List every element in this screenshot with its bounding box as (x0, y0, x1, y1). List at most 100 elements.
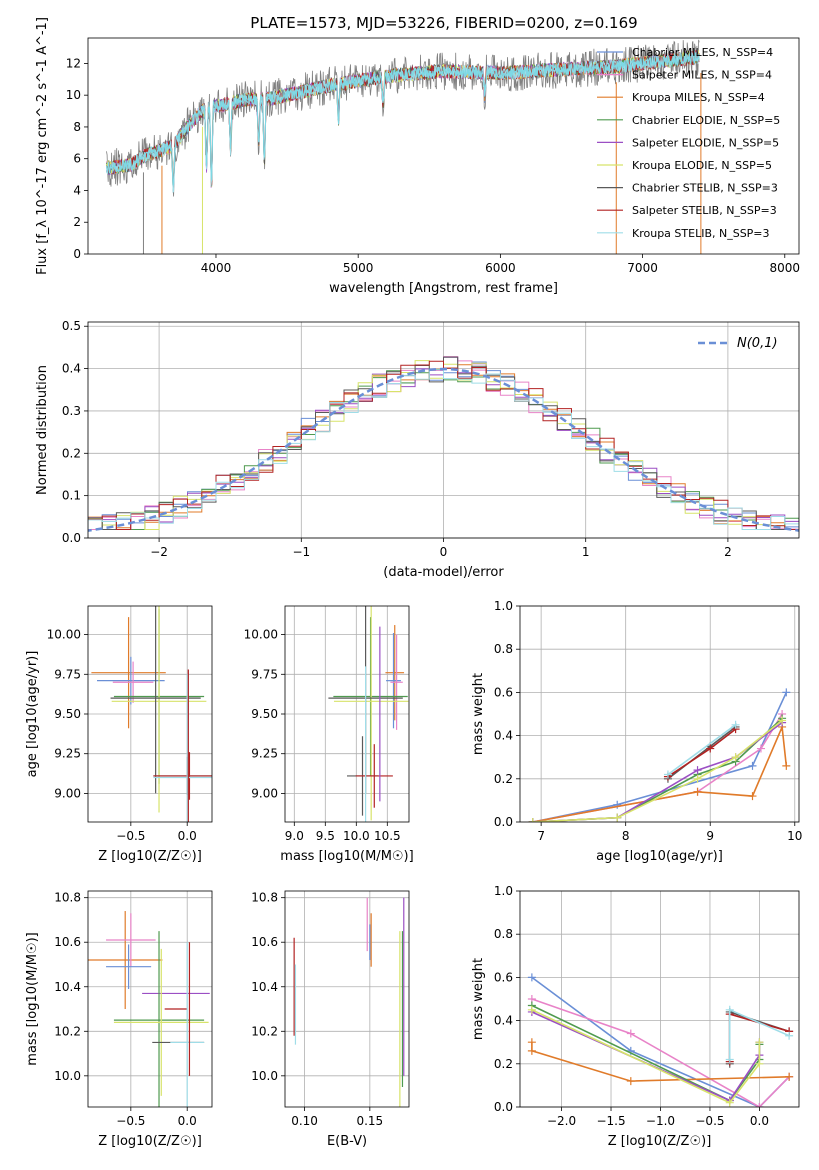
legend-entry: Kroupa MILES, N_SSP=4 (632, 91, 765, 104)
x-axis-label: mass [log10(M/M☉)] (280, 849, 413, 864)
panel-spectrum: 4000 5000 6000 7000 8000 0 2 4 6 8 10 12 wavelength … (35, 17, 800, 296)
y-tick-label: 9.75 (54, 667, 81, 681)
panel-weight_vs_age: 7 8 9 10 0.0 0.2 0.4 0.6 0.8 1.0 age [log10(age/yr… (471, 599, 802, 864)
y-tick-label: 1.0 (494, 884, 513, 898)
y-axis-label: age [log10(age/yr)] (25, 651, 40, 778)
weight-point-blue (613, 800, 622, 809)
y-tick-label: 10.2 (251, 1024, 278, 1038)
y-tick-label: 0.0 (494, 1100, 513, 1114)
x-tick-label: 9.0 (285, 829, 304, 843)
axes-frame (87, 321, 800, 539)
x-tick-label: 9 (706, 829, 714, 843)
x-tick-label: 1 (582, 545, 590, 559)
x-axis-label: age [log10(age/yr)] (596, 849, 723, 864)
weight-point-blue (782, 688, 791, 697)
y-tick-label: 10.4 (54, 980, 81, 994)
y-tick-label: 9.25 (251, 747, 278, 761)
y-tick-label: 9.25 (54, 747, 81, 761)
y-tick-label: 10.6 (54, 935, 81, 949)
weight-point-blue (527, 973, 536, 982)
panel-mass_vs_Z: −0.5 0.0 10.0 10.2 10.4 10.6 10.8 Z [log10(Z/Z☉… (25, 890, 213, 1149)
y-tick-label: 10.0 (54, 1069, 81, 1083)
panel-age_vs_Z: −0.5 0.0 9.00 9.25 9.50 9.75 10.00 Z [log10(Z/Z… (25, 605, 213, 864)
axes-frame (284, 605, 410, 823)
weight-point-orange (693, 787, 702, 796)
figure-title: PLATE=1573, MJD=53226, FIBERID=0200, z=0… (250, 14, 637, 32)
y-tick-label: 0.2 (494, 772, 513, 786)
y-tick-label: 0.3 (62, 404, 81, 418)
weight-series-green (531, 1004, 761, 1102)
x-tick-label: 10.5 (374, 829, 401, 843)
x-tick-label: −1 (292, 545, 310, 559)
axes-frame (519, 890, 800, 1108)
weight-series-pink (531, 998, 790, 1107)
weight-point-orange (527, 1038, 536, 1047)
axes-frame (519, 605, 800, 823)
weight-point-blue (748, 761, 757, 770)
weight-point-lightcyan (725, 1055, 734, 1064)
x-axis-label: wavelength [Angstrom, rest frame] (329, 281, 558, 296)
normal-curve (88, 367, 799, 532)
y-axis-label: mass weight (471, 673, 486, 755)
plot-area-mass_vs_EBV (293, 897, 405, 1107)
x-tick-label: −2.0 (547, 1114, 576, 1128)
panel-mass_vs_EBV: 0.10 0.15 10.0 10.2 10.4 10.6 10.8 E(B-V) (251, 890, 410, 1149)
y-tick-label: 0.1 (62, 489, 81, 503)
plot-area-mass_vs_Z (88, 911, 210, 1107)
plot-area-weight_vs_Z (527, 973, 794, 1107)
weight-point-lightcyan (785, 1031, 794, 1040)
x-tick-label: 7 (537, 829, 545, 843)
weight-point-pink (626, 1029, 635, 1038)
y-tick-label: 10.00 (244, 628, 278, 642)
y-tick-label: 10.4 (251, 980, 278, 994)
y-tick-label: 10.2 (54, 1024, 81, 1038)
weight-point-red (706, 744, 715, 753)
weight-point-yellow (527, 1005, 536, 1014)
x-axis-label: Z [log10(Z/Z☉)] (98, 1134, 202, 1149)
legend-entry: Chabrier MILES, N_SSP=4 (632, 46, 773, 59)
x-tick-label: −1.5 (596, 1114, 625, 1128)
plot-area-weight_vs_age (528, 688, 791, 822)
x-axis-label: E(B-V) (327, 1134, 367, 1149)
weight-series-green (532, 717, 783, 822)
weight-point-lightcyan (725, 1005, 734, 1014)
x-tick-label: 10 (787, 829, 802, 843)
y-axis-label: Normed distribution (35, 365, 50, 495)
panel-age_vs_mass: 9.0 9.5 10.0 10.5 9.00 9.25 9.50 9.75 10.00 mass … (244, 605, 414, 864)
weight-series-lightcyan (667, 724, 737, 776)
weight-series-darkgrey (667, 726, 737, 780)
legend-entry: Kroupa ELODIE, N_SSP=5 (632, 159, 772, 172)
axes-frame (87, 890, 213, 1108)
y-tick-label: 6 (73, 152, 81, 166)
weight-point-lightcyan (663, 770, 672, 779)
y-tick-label: 10.8 (251, 891, 278, 905)
weight-point-yellow (755, 1038, 764, 1047)
x-axis-label: (data-model)/error (383, 565, 504, 580)
weight-point-pink (756, 744, 765, 753)
panel-weight_vs_Z: −2.0 −1.5 −1.0 −0.5 0.0 0.0 0.2 0.4 0.6 0.8 1.0 Z [… (471, 884, 800, 1149)
weight-series-purple (532, 721, 783, 822)
y-tick-label: 0.8 (494, 642, 513, 656)
y-tick-label: 0.0 (62, 531, 81, 545)
y-tick-label: 0.2 (62, 446, 81, 460)
weight-point-orange (527, 1046, 536, 1055)
weight-point-orange (785, 1072, 794, 1081)
legend-entry: Salpeter STELIB, N_SSP=3 (632, 204, 777, 217)
y-tick-label: 10.0 (251, 1069, 278, 1083)
weight-point-yellow (693, 774, 702, 783)
y-tick-label: 0.6 (494, 685, 513, 699)
x-tick-label: 9.5 (316, 829, 335, 843)
weight-series-orange (531, 1042, 790, 1082)
axes-frame (87, 37, 800, 255)
y-axis-label: Flux [f_λ 10^-17 erg cm^-2 s^-1 A^-1] (35, 17, 50, 275)
y-tick-label: 10.6 (251, 935, 278, 949)
y-tick-label: 2 (73, 215, 81, 229)
legend-entry: Chabrier STELIB, N_SSP=3 (632, 182, 778, 195)
weight-point-yellow (755, 1059, 764, 1068)
axes-frame (284, 890, 410, 1108)
y-tick-label: 4 (73, 183, 81, 197)
x-tick-label: 0.0 (178, 1114, 197, 1128)
legend-entry: N(0,1) (737, 336, 778, 351)
x-tick-label: 2 (724, 545, 732, 559)
weight-point-yellow (613, 813, 622, 822)
